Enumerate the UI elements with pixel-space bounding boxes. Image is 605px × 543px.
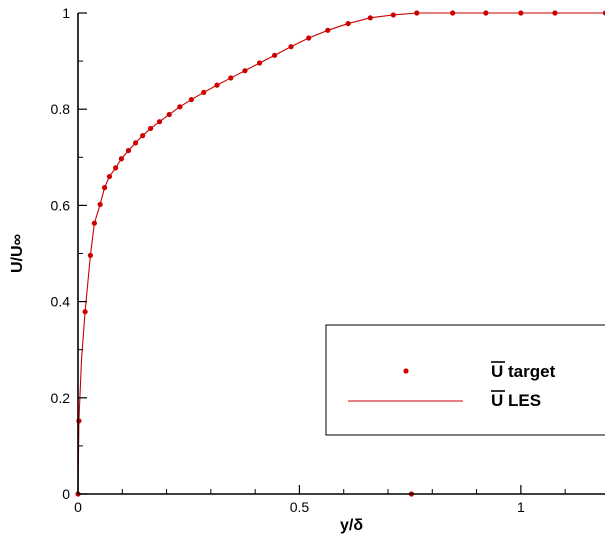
marker-layer <box>75 10 605 497</box>
plot-area <box>75 10 605 497</box>
x-axis-title: y/δ <box>340 517 363 534</box>
legend-box <box>325 324 605 436</box>
data-point-target <box>214 82 220 88</box>
legend: U target U LES <box>325 324 605 436</box>
data-point-target <box>483 10 489 16</box>
data-point-target <box>345 20 351 27</box>
data-point-target <box>148 125 154 132</box>
x-tick-label: 0.5 <box>290 499 310 515</box>
data-point-target <box>414 10 420 16</box>
data-point-target <box>552 10 558 16</box>
data-point-target <box>256 60 263 66</box>
data-point-target <box>201 89 207 95</box>
y-ticks: 0 0.2 0.4 0.6 0.8 1 <box>51 5 87 502</box>
legend-marker-target <box>403 368 409 374</box>
data-point-target <box>125 147 132 154</box>
legend-label-les: U LES <box>491 391 541 410</box>
axes: 0 0.5 1 00.20.40.60.81 <box>51 5 605 515</box>
data-point-target <box>242 68 248 74</box>
x-ticks: 0 0.5 1 <box>74 485 566 515</box>
x-tick-label: 0 <box>74 499 82 515</box>
data-point-target <box>306 35 312 41</box>
data-point-target <box>272 52 278 58</box>
data-point-target <box>450 10 456 16</box>
data-point-target <box>118 156 124 162</box>
data-point-target <box>518 10 524 16</box>
y-tick-label: 0.8 <box>51 101 71 117</box>
data-point-target <box>156 119 163 125</box>
data-point-target <box>325 27 331 33</box>
x-tick-label: 1 <box>517 499 525 515</box>
data-point-target <box>177 104 183 110</box>
legend-label-target: U target <box>491 362 556 381</box>
data-point-target <box>113 165 119 171</box>
data-point-target <box>228 75 234 81</box>
data-point-target <box>132 140 139 146</box>
data-point-target <box>91 220 97 226</box>
data-point-target <box>87 252 93 259</box>
data-point-target <box>101 185 108 191</box>
y-axis-title: U/U∞ <box>9 234 26 273</box>
y-tick-label: 0.6 <box>51 197 71 213</box>
data-point-target <box>97 201 103 208</box>
data-point-target <box>76 418 82 424</box>
data-point-target <box>82 309 88 315</box>
data-point-target <box>106 173 113 180</box>
data-point-target <box>602 10 605 16</box>
data-point-target <box>188 96 194 103</box>
y-tick-label: 0.4 <box>51 294 71 310</box>
y-tick-label: 0 <box>62 486 70 502</box>
y-tick-label: 1 <box>62 5 70 21</box>
y-tick-label: 0.2 <box>51 390 71 406</box>
data-point-target <box>367 15 373 21</box>
data-point-target <box>390 12 396 18</box>
data-point-target <box>288 44 294 50</box>
data-point-target <box>166 111 172 118</box>
data-point-target <box>140 133 146 139</box>
